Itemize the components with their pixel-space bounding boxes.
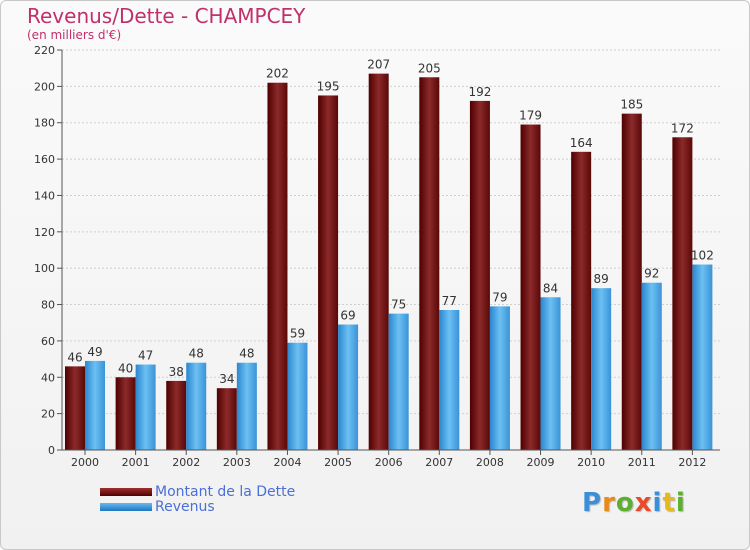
bar-revenue <box>236 362 257 450</box>
data-label-revenue: 59 <box>290 327 305 341</box>
x-tick-label: 2000 <box>71 456 99 469</box>
bar-revenue <box>489 306 510 450</box>
data-label-revenue: 89 <box>594 272 609 286</box>
y-tick-label: 140 <box>34 189 55 202</box>
legend-label-debt: Montant de la Dette <box>155 484 296 500</box>
y-tick-label: 120 <box>34 226 55 239</box>
bar-revenue <box>287 342 308 450</box>
bar-revenue <box>388 313 409 450</box>
bar-debt <box>672 137 693 451</box>
data-label-revenue: 69 <box>340 309 355 323</box>
bar-debt <box>115 377 136 450</box>
chart-subtitle: (en milliers d'€) <box>27 28 122 42</box>
x-tick-label: 2003 <box>223 456 251 469</box>
data-label-debt: 192 <box>468 85 491 99</box>
data-label-debt: 40 <box>118 361 133 375</box>
data-label-debt: 202 <box>266 67 289 81</box>
bar-debt <box>419 77 440 450</box>
chart-title: Revenus/Dette - CHAMPCEY <box>27 4 306 28</box>
x-tick-label: 2004 <box>273 456 301 469</box>
y-tick-label: 160 <box>34 153 55 166</box>
y-tick-label: 80 <box>41 299 55 312</box>
logo-letter: o <box>615 488 635 518</box>
x-tick-label: 2001 <box>122 456 150 469</box>
data-label-revenue: 102 <box>691 249 714 263</box>
data-label-revenue: 48 <box>239 347 254 361</box>
data-label-revenue: 48 <box>189 347 204 361</box>
data-label-debt: 38 <box>169 365 184 379</box>
bar-debt <box>267 82 288 451</box>
bar-debt <box>318 95 339 451</box>
data-label-debt: 164 <box>570 136 593 150</box>
bar-revenue <box>135 364 156 450</box>
data-label-debt: 172 <box>671 121 694 135</box>
y-tick-label: 220 <box>34 44 55 57</box>
legend-swatch-debt <box>100 488 152 496</box>
bar-debt <box>166 380 187 450</box>
bar-revenue <box>439 310 460 450</box>
x-tick-label: 2010 <box>577 456 605 469</box>
logo-letter: r <box>602 488 616 518</box>
logo-letter: i <box>675 488 686 518</box>
y-tick-label: 180 <box>34 117 55 130</box>
data-label-debt: 179 <box>519 109 542 123</box>
y-tick-label: 200 <box>34 80 55 93</box>
logo-letter: P <box>582 488 603 518</box>
x-tick-label: 2009 <box>527 456 555 469</box>
y-tick-label: 100 <box>34 262 55 275</box>
logo-letter: x <box>634 488 653 518</box>
x-tick-label: 2002 <box>172 456 200 469</box>
data-label-revenue: 47 <box>138 349 153 363</box>
bar-debt <box>520 124 541 450</box>
y-tick-label: 20 <box>41 408 55 421</box>
y-tick-label: 40 <box>41 371 55 384</box>
x-tick-label: 2012 <box>678 456 706 469</box>
data-label-revenue: 77 <box>442 294 457 308</box>
data-label-debt: 46 <box>67 350 82 364</box>
x-tick-label: 2006 <box>375 456 403 469</box>
x-tick-label: 2011 <box>628 456 656 469</box>
bar-revenue <box>186 362 207 450</box>
bar-debt <box>368 73 389 451</box>
bar-revenue <box>641 282 662 450</box>
bar-revenue <box>540 297 561 450</box>
data-label-debt: 34 <box>219 372 234 386</box>
bar-debt <box>469 100 490 450</box>
data-label-revenue: 92 <box>644 267 659 281</box>
y-tick-label: 60 <box>41 335 55 348</box>
x-tick-label: 2008 <box>476 456 504 469</box>
legend-label-revenue: Revenus <box>155 499 215 515</box>
data-label-revenue: 75 <box>391 298 406 312</box>
logo-letter: t <box>662 488 676 518</box>
data-label-revenue: 49 <box>87 345 102 359</box>
bar-revenue <box>338 324 359 450</box>
x-tick-label: 2005 <box>324 456 352 469</box>
data-label-debt: 207 <box>367 58 390 72</box>
proxiti-logo: Proxiti <box>582 488 686 518</box>
logo-letter: i <box>652 488 663 518</box>
bar-debt <box>216 388 237 450</box>
data-label-debt: 185 <box>620 98 643 112</box>
bar-debt <box>571 151 592 450</box>
legend-swatch-revenue <box>100 503 152 511</box>
bar-debt <box>65 366 85 450</box>
data-label-revenue: 84 <box>543 281 558 295</box>
data-label-debt: 195 <box>317 79 340 93</box>
x-tick-label: 2007 <box>425 456 453 469</box>
bar-revenue <box>591 288 612 450</box>
bar-revenue <box>85 360 105 450</box>
y-tick-label: 0 <box>48 444 55 457</box>
bar-debt <box>621 113 642 451</box>
data-label-debt: 205 <box>418 61 441 75</box>
bar-revenue <box>692 264 713 450</box>
data-label-revenue: 79 <box>492 290 507 304</box>
